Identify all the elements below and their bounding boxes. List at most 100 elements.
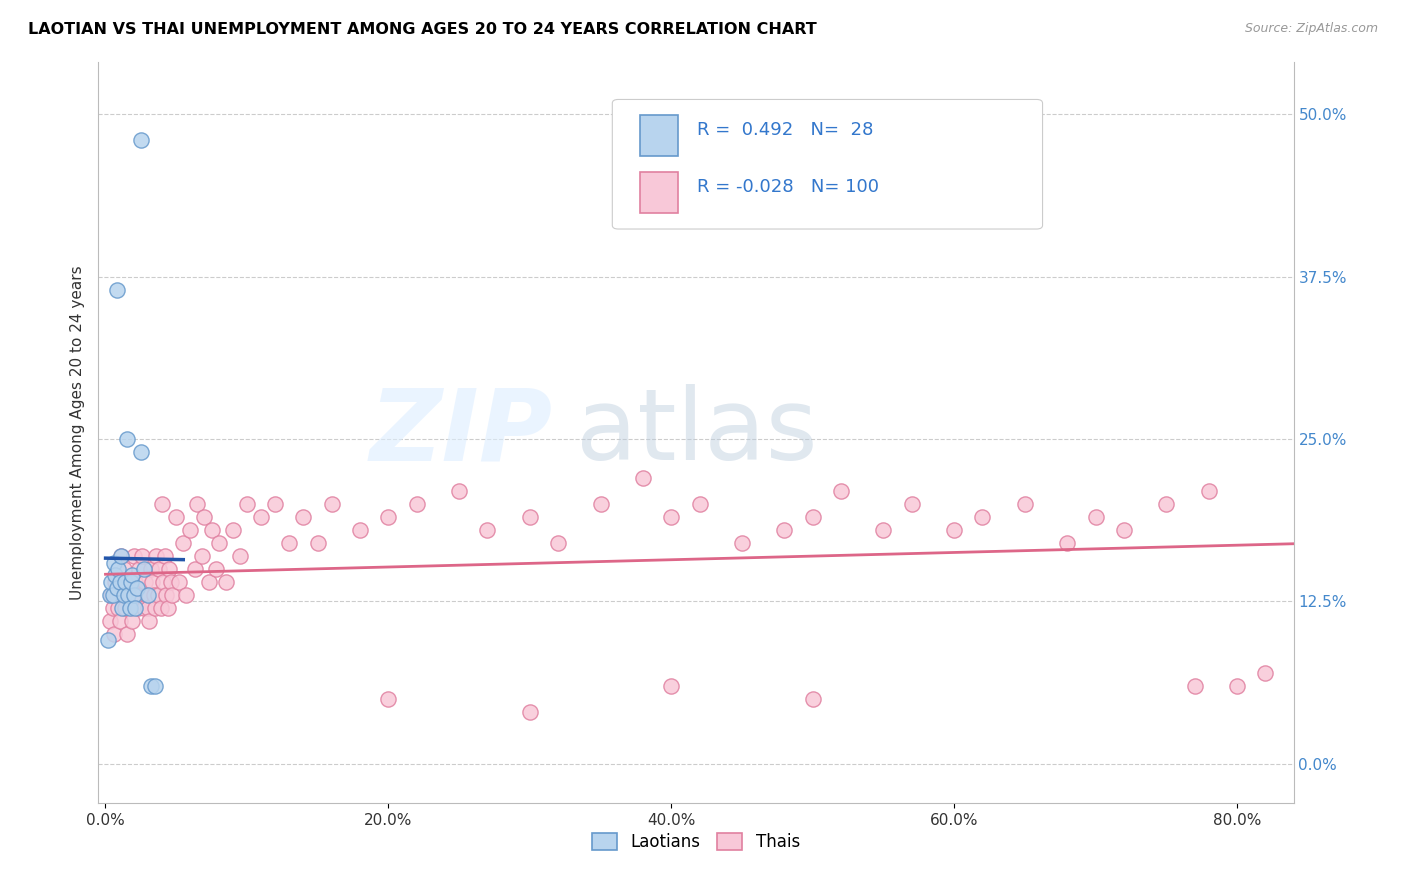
Legend: Laotians, Thais: Laotians, Thais <box>585 826 807 857</box>
Point <box>150 497 173 511</box>
Point <box>186 497 208 511</box>
Point <box>118 588 141 602</box>
Point <box>107 562 129 576</box>
Point <box>97 633 120 648</box>
Point <box>236 497 259 511</box>
Point <box>157 562 180 576</box>
Point <box>1226 679 1249 693</box>
Point <box>149 601 172 615</box>
Point <box>132 601 155 615</box>
Bar <box>640 115 678 156</box>
Text: R = -0.028   N= 100: R = -0.028 N= 100 <box>697 178 879 196</box>
Text: R =  0.492   N=  28: R = 0.492 N= 28 <box>697 121 873 139</box>
Point <box>103 627 125 641</box>
Point <box>145 549 167 563</box>
Point <box>200 523 222 537</box>
Point <box>114 601 136 615</box>
Point <box>477 523 499 537</box>
Point <box>659 679 682 693</box>
Y-axis label: Unemployment Among Ages 20 to 24 years: Unemployment Among Ages 20 to 24 years <box>69 265 84 600</box>
Point <box>193 510 215 524</box>
Point <box>204 562 226 576</box>
Point <box>1014 497 1036 511</box>
Point <box>631 471 654 485</box>
Point <box>190 549 212 563</box>
Point <box>110 549 132 563</box>
Point <box>143 679 166 693</box>
Point <box>1198 484 1220 499</box>
Point <box>101 588 124 602</box>
Text: Source: ZipAtlas.com: Source: ZipAtlas.com <box>1244 22 1378 36</box>
Point <box>132 562 155 576</box>
Point <box>129 588 152 602</box>
Text: atlas: atlas <box>576 384 818 481</box>
Point <box>165 510 187 524</box>
Point <box>98 614 121 628</box>
Point <box>124 574 146 589</box>
Point <box>731 536 754 550</box>
Point <box>174 588 197 602</box>
Point <box>449 484 471 499</box>
Point <box>377 510 399 524</box>
Point <box>155 588 177 602</box>
Point <box>100 588 122 602</box>
Point <box>972 510 994 524</box>
Point <box>131 549 153 563</box>
Point <box>120 601 142 615</box>
Point <box>377 692 399 706</box>
Point <box>101 601 124 615</box>
Point <box>250 510 273 524</box>
Point <box>117 574 139 589</box>
Point <box>1056 536 1078 550</box>
Point <box>773 523 796 537</box>
Point <box>105 588 128 602</box>
Point <box>139 679 162 693</box>
Point <box>156 601 179 615</box>
Point <box>222 523 245 537</box>
Point <box>103 556 125 570</box>
Point <box>124 601 146 615</box>
Point <box>547 536 569 550</box>
Point <box>111 601 134 615</box>
Point <box>111 588 134 602</box>
Point <box>1154 497 1177 511</box>
Point <box>125 588 148 602</box>
Point <box>105 283 128 297</box>
Point <box>115 432 138 446</box>
Point <box>659 510 682 524</box>
Point <box>264 497 287 511</box>
Point <box>134 574 156 589</box>
Point <box>136 601 159 615</box>
Point <box>153 549 176 563</box>
Point <box>110 549 132 563</box>
Point <box>121 568 143 582</box>
Point <box>1184 679 1206 693</box>
Text: LAOTIAN VS THAI UNEMPLOYMENT AMONG AGES 20 TO 24 YEARS CORRELATION CHART: LAOTIAN VS THAI UNEMPLOYMENT AMONG AGES … <box>28 22 817 37</box>
Point <box>1112 523 1135 537</box>
Point <box>830 484 852 499</box>
Point <box>120 574 142 589</box>
FancyBboxPatch shape <box>613 99 1043 229</box>
Point <box>229 549 252 563</box>
Point <box>801 510 824 524</box>
Point <box>112 588 135 602</box>
Point <box>121 614 143 628</box>
Point <box>183 562 205 576</box>
Point <box>208 536 231 550</box>
Point <box>129 133 152 147</box>
Point <box>127 601 149 615</box>
Point <box>278 536 301 550</box>
Point <box>1084 510 1107 524</box>
Point <box>801 692 824 706</box>
Point <box>142 588 165 602</box>
Point <box>197 574 219 589</box>
Point <box>104 574 127 589</box>
Point <box>108 614 131 628</box>
Point <box>122 588 145 602</box>
Point <box>112 562 135 576</box>
Point <box>146 588 169 602</box>
Point <box>104 568 127 582</box>
Point <box>900 497 922 511</box>
Point <box>139 562 162 576</box>
Point <box>108 574 131 589</box>
